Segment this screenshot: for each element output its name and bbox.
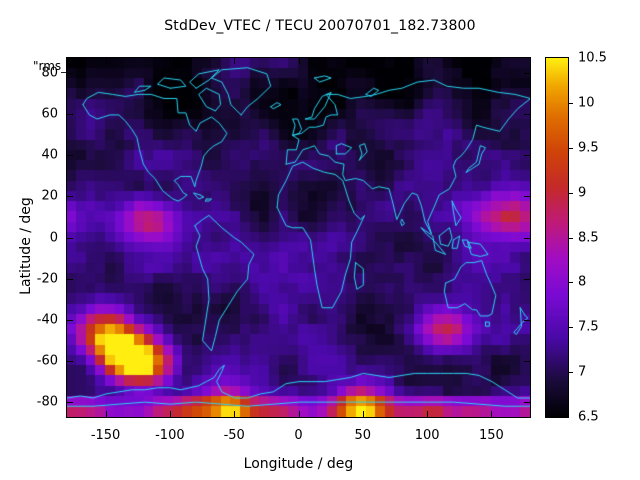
colorbar-tick-mark	[568, 238, 573, 239]
x-axis-tick-label: -100	[155, 428, 185, 443]
y-axis-tick-label: -20	[36, 271, 58, 287]
x-axis-tick-mark	[170, 411, 171, 417]
y-axis-tick-mark	[67, 320, 73, 321]
x-axis-tick-label: -50	[223, 428, 245, 443]
colorbar-tick-mark	[568, 327, 573, 328]
y-axis-tick-mark	[67, 114, 73, 115]
coastline-overlay-canvas	[67, 58, 530, 417]
y-axis-tick-mark	[67, 279, 73, 280]
y-axis-tick-mark-right	[524, 155, 530, 156]
x-axis-tick-label: 100	[414, 428, 440, 443]
colorbar-tick-mark	[568, 372, 573, 373]
x-axis-tick-label: 0	[294, 428, 303, 443]
y-axis-tick-label: 60	[41, 106, 58, 122]
x-axis-tick-mark	[234, 411, 235, 417]
y-axis-tick-mark-right	[524, 238, 530, 239]
y-axis-tick-label: -80	[36, 394, 58, 410]
x-axis-title: Longitude / deg	[243, 456, 354, 472]
y-axis-title: Latitude / deg	[18, 197, 34, 295]
colorbar-tick-label: 8	[578, 274, 587, 290]
colorbar-tick-label: 6.5	[578, 409, 599, 425]
y-axis-tick-mark	[67, 196, 73, 197]
y-axis-tick-mark-right	[524, 361, 530, 362]
y-axis-tick-mark-right	[524, 279, 530, 280]
y-axis-tick-mark-right	[524, 114, 530, 115]
stray-label: "rms_	[33, 59, 68, 73]
y-axis-tick-mark	[67, 155, 73, 156]
y-axis-tick-mark-right	[524, 196, 530, 197]
plot-title: StdDev_VTEC / TECU 20070701_182.73800	[164, 18, 476, 34]
x-axis-tick-label: 50	[354, 428, 372, 443]
x-axis-tick-mark-top	[234, 58, 235, 64]
x-axis-tick-label: 150	[478, 428, 504, 443]
y-axis-tick-label: 40	[41, 147, 58, 163]
y-axis-tick-label: 80	[41, 65, 58, 81]
y-axis-tick-mark	[67, 73, 73, 74]
colorbar-tick-mark	[568, 282, 573, 283]
x-axis-tick-mark	[427, 411, 428, 417]
y-axis-tick-mark-right	[524, 73, 530, 74]
x-axis-tick-mark-top	[299, 58, 300, 64]
x-axis-tick-mark	[491, 411, 492, 417]
colorbar-tick-mark	[568, 193, 573, 194]
colorbar-tick-mark	[568, 103, 573, 104]
colorbar[interactable]	[545, 57, 569, 418]
x-axis-tick-mark-top	[170, 58, 171, 64]
x-axis-tick-mark-top	[491, 58, 492, 64]
y-axis-tick-mark	[67, 402, 73, 403]
y-axis-tick-label: -40	[36, 312, 58, 328]
colorbar-tick-mark	[568, 148, 573, 149]
y-axis-tick-mark	[67, 361, 73, 362]
y-axis-tick-mark-right	[524, 402, 530, 403]
y-axis-tick-label: 0	[49, 230, 58, 245]
map-plot-area[interactable]	[66, 57, 531, 418]
x-axis-tick-mark-top	[363, 58, 364, 64]
y-axis-tick-label: 20	[41, 188, 58, 204]
colorbar-tick-label: 9.5	[578, 140, 599, 156]
colorbar-tick-label: 9	[578, 185, 587, 201]
colorbar-tick-label: 8.5	[578, 230, 599, 245]
colorbar-tick-label: 10	[578, 95, 595, 111]
y-axis-tick-label: -60	[36, 353, 58, 369]
colorbar-tick-label: 7.5	[578, 319, 599, 335]
y-axis-tick-mark-right	[524, 320, 530, 321]
x-axis-tick-mark	[106, 411, 107, 417]
colorbar-gradient	[546, 58, 568, 417]
x-axis-tick-label: -150	[90, 428, 121, 443]
x-axis-tick-mark-top	[427, 58, 428, 64]
x-axis-tick-mark	[299, 411, 300, 417]
colorbar-tick-label: 7	[578, 364, 587, 380]
x-axis-tick-mark-top	[106, 58, 107, 64]
x-axis-tick-mark	[363, 411, 364, 417]
y-axis-tick-mark	[67, 238, 73, 239]
colorbar-tick-label: 10.5	[578, 50, 607, 66]
